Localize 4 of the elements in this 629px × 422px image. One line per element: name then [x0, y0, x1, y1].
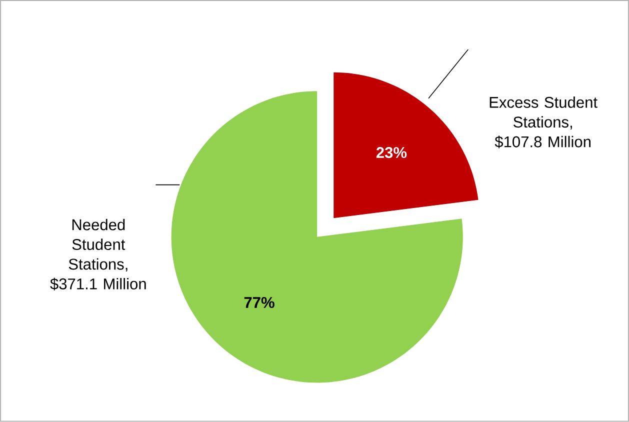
slice-label: Excess Student Stations, $107.8 Million [490, 96, 598, 148]
data-label: 23% [376, 147, 407, 158]
slice-label: Needed Student Stations, $371.1 Million [50, 218, 146, 290]
data-label: 77% [244, 297, 274, 308]
